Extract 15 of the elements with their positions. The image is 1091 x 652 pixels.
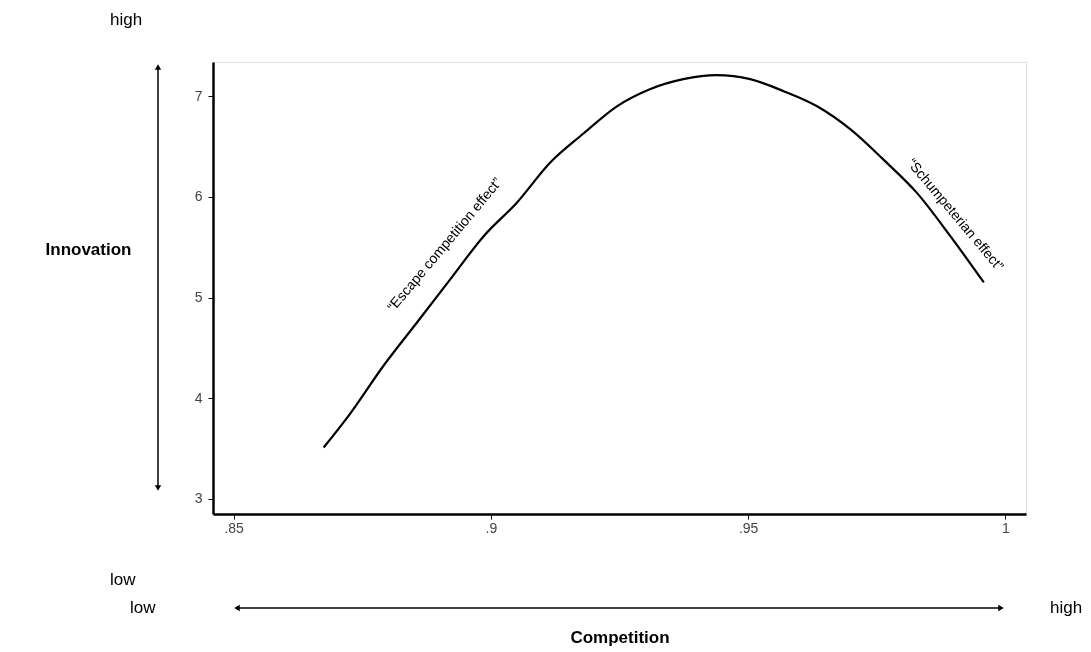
x-tick-label: .85: [224, 519, 245, 536]
y-axis-title: Innovation: [45, 239, 132, 259]
y-tick-label: 6: [194, 188, 203, 205]
text: low: [130, 598, 157, 617]
y-tick-label: 7: [194, 87, 203, 104]
text: high: [1050, 598, 1083, 617]
text: low: [110, 570, 137, 589]
x-tick-label: 1: [1002, 519, 1011, 536]
y-tick-label: 5: [194, 289, 203, 306]
text: high: [110, 10, 143, 29]
y-tick-label: 3: [194, 490, 203, 507]
y-tick-label: 4: [194, 389, 203, 406]
text: Competition: [570, 628, 670, 647]
x-tick-label: .95: [738, 519, 759, 536]
x-tick-label: .9: [485, 519, 498, 536]
